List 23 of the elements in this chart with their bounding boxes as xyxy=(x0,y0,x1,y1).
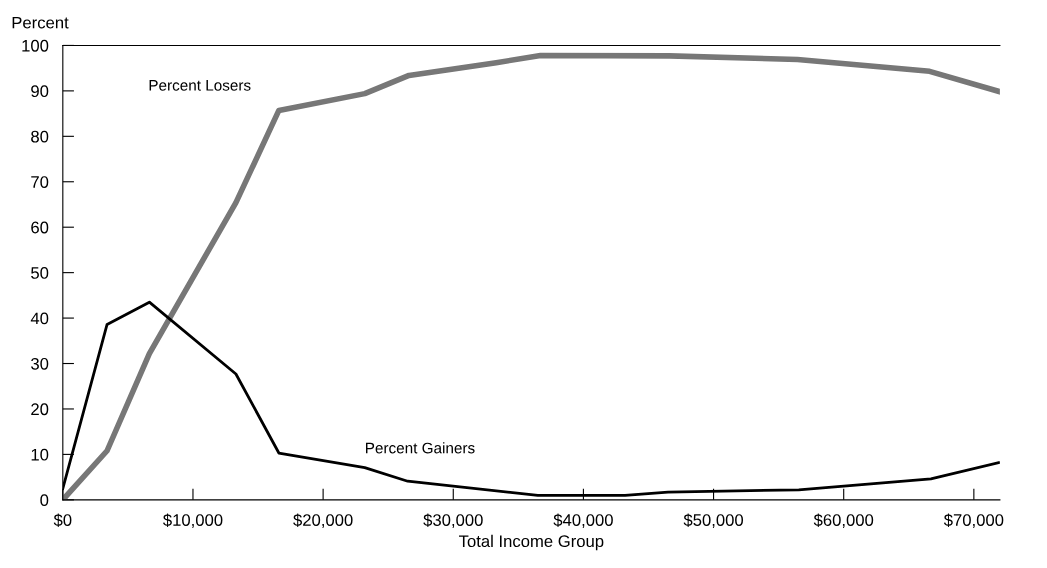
y-tick-label: 10 xyxy=(31,448,49,461)
x-tick-label: $10,000 xyxy=(163,513,223,528)
y-tick-label: 50 xyxy=(31,267,49,279)
text: Percent Losers xyxy=(149,80,251,91)
x-axis-title: Total Income Group xyxy=(459,534,604,551)
x-tick-label: $20,000 xyxy=(293,513,353,528)
y-tick-label: 60 xyxy=(31,221,49,234)
y-tick-label: 90 xyxy=(31,85,49,98)
y-tick-label: 20 xyxy=(31,403,49,416)
y-axis-title: Percent xyxy=(12,16,69,29)
y-tick-label: 0 xyxy=(40,494,49,507)
x-tick-label: $50,000 xyxy=(683,513,744,528)
y-tick-label: 40 xyxy=(30,312,49,325)
series-label: Percent Gainers xyxy=(366,442,475,454)
y-tick-label: 70 xyxy=(31,176,49,188)
x-tick-label: $30,000 xyxy=(423,513,483,528)
y-tick-label: 100 xyxy=(22,39,49,52)
x-tick-label: $60,000 xyxy=(813,513,874,528)
x-tick-label: $0 xyxy=(53,513,72,527)
x-tick-label: $70,000 xyxy=(943,513,1004,528)
x-tick-label: $40,000 xyxy=(553,513,613,528)
y-tick-label: 80 xyxy=(31,130,49,143)
y-tick-label: 30 xyxy=(31,357,49,370)
